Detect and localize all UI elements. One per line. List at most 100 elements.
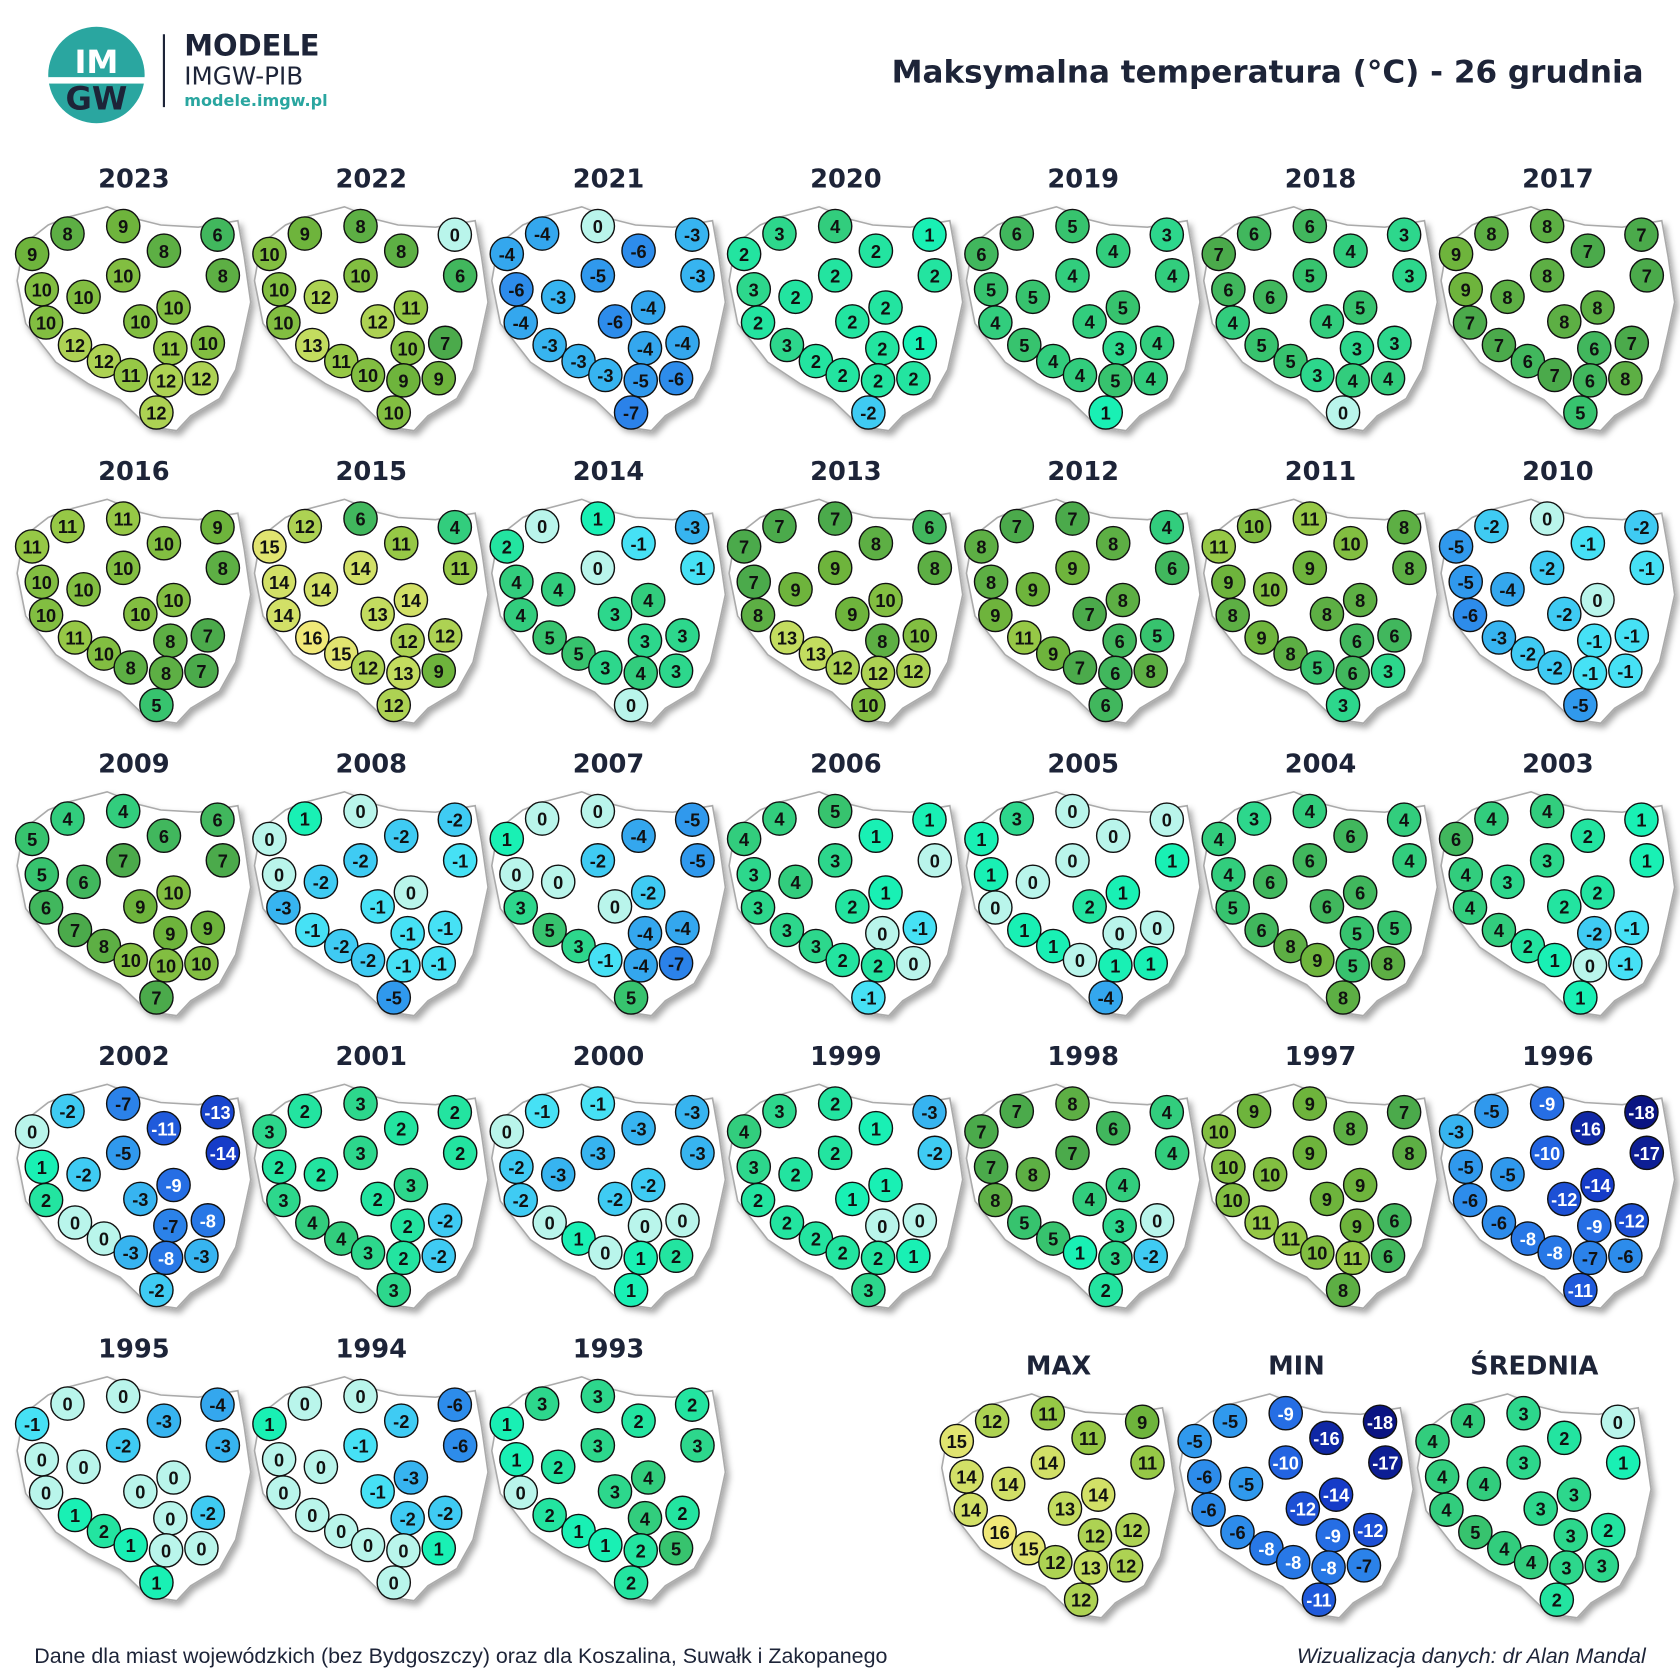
panel-title: 2018 [1285, 165, 1357, 195]
panel-title: 2011 [1285, 457, 1357, 487]
city-value: 0 [1162, 811, 1172, 831]
city-value: 10 [269, 280, 289, 300]
panel-title: 2000 [573, 1042, 645, 1072]
city-marker [148, 1240, 184, 1276]
city-marker [817, 1086, 853, 1121]
city-marker [66, 279, 101, 315]
city-marker [778, 571, 813, 607]
city-marker [825, 357, 860, 393]
map-panel: 2021-4-4 0-6-3-3-6 -3-5-4 -6-4-3 -4 -4-3-3 -5-… [489, 165, 727, 432]
city-marker [740, 1182, 776, 1218]
city-value: -6 [452, 1436, 468, 1456]
city-value: 8 [1620, 369, 1630, 389]
city-value: 4 [739, 1123, 750, 1143]
city-value: 9 [1137, 1413, 1147, 1433]
city-marker [393, 1460, 429, 1495]
city-value: 5 [986, 280, 996, 300]
city-marker [184, 653, 219, 689]
city-value: 2 [274, 1158, 284, 1178]
city-value: 9 [1312, 951, 1322, 971]
city-value: 14 [350, 559, 371, 579]
city-value: 0 [336, 1522, 346, 1542]
city-value: -11 [1568, 1281, 1593, 1301]
city-value: 1 [151, 1574, 161, 1594]
city-value: 1 [1118, 884, 1128, 904]
city-marker [421, 1530, 457, 1566]
city-marker [1529, 1086, 1565, 1121]
city-value: 1 [636, 1249, 646, 1269]
city-marker [1490, 1156, 1525, 1192]
city-value: 5 [1048, 1230, 1058, 1250]
city-value: 11 [1138, 1454, 1157, 1474]
city-value: 8 [1285, 645, 1295, 665]
city-value: 1 [574, 1522, 584, 1542]
city-value: -1 [534, 1102, 550, 1122]
city-marker [524, 1093, 560, 1129]
city-marker [350, 942, 386, 978]
city-value: -3 [542, 336, 558, 356]
city-marker [1415, 1423, 1450, 1459]
map-panel: MIN -5 -5 -9 -16 -18 -17 -6 -5 -10 -6 -12 -14 -6 -9 -12… [1177, 1352, 1415, 1619]
city-value: 10 [32, 573, 52, 593]
city-marker [1614, 618, 1650, 653]
city-marker [524, 1386, 560, 1421]
city-marker [540, 864, 576, 900]
city-marker [376, 687, 412, 723]
city-value: 3 [1312, 366, 1322, 386]
city-marker [146, 525, 182, 561]
city-marker [1139, 325, 1175, 361]
city-value: 5 [545, 629, 555, 649]
city-marker [1572, 948, 1608, 983]
city-marker [489, 1114, 525, 1149]
city-marker [726, 236, 762, 272]
city-marker [139, 1565, 174, 1600]
city-value: 7 [1399, 1103, 1409, 1123]
city-value: 0 [264, 830, 274, 850]
city-marker [1236, 801, 1272, 836]
city-value: -2 [1539, 559, 1555, 579]
city-marker [726, 1114, 762, 1149]
city-marker [588, 1527, 623, 1563]
city-value: -2 [508, 1158, 524, 1178]
city-marker [28, 597, 64, 633]
city-value: 4 [790, 873, 801, 893]
city-value: 4 [1223, 865, 1234, 885]
city-marker [252, 236, 287, 272]
city-marker [350, 1235, 386, 1270]
city-value: 0 [610, 897, 620, 917]
city-value: 10 [163, 299, 183, 319]
city-value: 8 [753, 606, 763, 626]
city-value: 0 [118, 1387, 128, 1407]
city-value: 14 [998, 1475, 1019, 1495]
city-value: 4 [1463, 1412, 1474, 1432]
city-marker [1537, 1235, 1572, 1270]
city-value: 0 [135, 1483, 145, 1503]
city-marker [1353, 1512, 1388, 1548]
city-marker [1570, 233, 1606, 269]
city-marker [1071, 1420, 1106, 1456]
city-marker [1055, 258, 1090, 293]
city-value: 3 [516, 899, 526, 919]
city-value: -2 [59, 1102, 75, 1122]
city-marker [740, 305, 776, 340]
city-value: 2 [677, 1504, 687, 1524]
city-marker [1580, 582, 1615, 618]
city-value: -18 [1628, 1103, 1654, 1123]
city-value: 4 [516, 606, 527, 626]
city-marker [580, 1135, 616, 1171]
city-marker [580, 843, 616, 878]
city-value: 3 [1110, 1249, 1120, 1269]
city-marker [1252, 571, 1288, 607]
city-value: 4 [1067, 266, 1078, 286]
city-marker [376, 1565, 412, 1600]
city-value: 9 [1067, 559, 1077, 579]
city-value: -4 [534, 225, 551, 245]
city-marker [343, 208, 378, 244]
city-value: 8 [1345, 1119, 1355, 1139]
city-marker [817, 793, 853, 829]
city-marker [1252, 279, 1288, 315]
panel-title: 2014 [573, 457, 645, 487]
